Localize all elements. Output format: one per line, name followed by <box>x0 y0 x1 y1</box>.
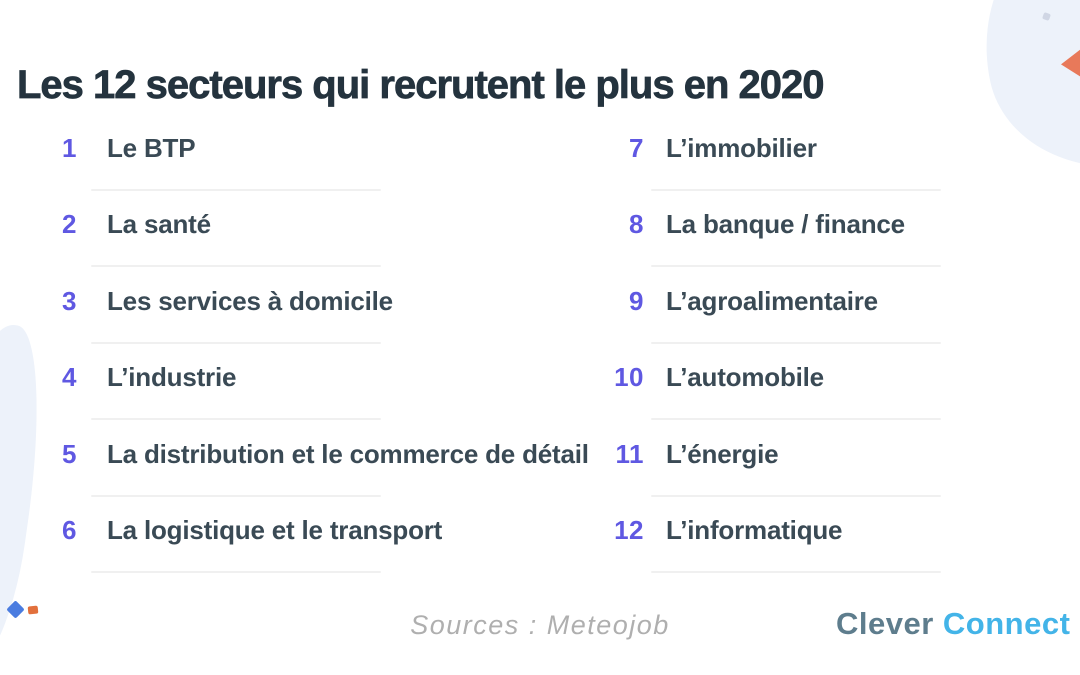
divider <box>651 571 941 573</box>
sector-label: L’immobilier <box>666 132 817 163</box>
sector-label: La banque / finance <box>666 209 905 239</box>
divider <box>91 188 381 191</box>
sector-item: 1 Le BTP <box>40 126 520 203</box>
divider <box>651 494 941 497</box>
sector-list-right: 7 L’immobilier 8 La banque / finance 9 L’agro… <box>600 126 1060 585</box>
page-title: Les 12 secteurs qui recrutent le plus en… <box>17 62 825 107</box>
sector-item: 10 L’automobile <box>600 356 1060 433</box>
sector-rank: 11 <box>615 438 644 469</box>
sector-rank: 8 <box>629 209 644 239</box>
sector-rank: 12 <box>614 515 644 545</box>
sector-item: 9 L’agroalimentaire <box>600 279 1060 356</box>
sector-rank: 10 <box>614 362 644 392</box>
sector-label: L’industrie <box>107 362 237 392</box>
logo-text-clever: Clever <box>836 606 934 641</box>
sector-label: La distribution et le commerce de détail <box>107 438 589 469</box>
sector-label: L’automobile <box>666 362 824 392</box>
logo-text-connect: Connect <box>942 606 1071 641</box>
sector-label: L’agroalimentaire <box>666 285 878 316</box>
divider <box>91 418 381 420</box>
sector-rank: 6 <box>62 515 77 545</box>
divider <box>651 265 941 267</box>
sector-rank: 2 <box>62 209 77 239</box>
divider <box>651 341 941 344</box>
sector-rank: 7 <box>629 132 644 163</box>
divider <box>651 188 941 191</box>
clever-connect-logo: Clever Connect <box>836 606 1070 642</box>
sector-rank: 9 <box>629 285 644 316</box>
sector-item: 4 L’industrie <box>40 356 520 433</box>
sector-rank: 3 <box>62 285 77 316</box>
sector-label: L’informatique <box>666 515 843 545</box>
divider <box>91 571 381 573</box>
sources-label: Sources : Meteojob <box>410 610 670 640</box>
sector-rank: 5 <box>62 438 77 469</box>
sector-label: La santé <box>107 209 211 239</box>
sector-item: 3 Les services à domicile <box>40 279 520 356</box>
divider <box>91 341 381 344</box>
sector-label: Le BTP <box>107 132 196 163</box>
sector-item: 7 L’immobilier <box>600 126 1060 203</box>
sector-label: Les services à domicile <box>107 285 393 316</box>
sector-label: La logistique et le transport <box>107 515 443 545</box>
sector-item: 12 L’informatique <box>600 509 1060 586</box>
sector-item: 2 La santé <box>40 203 520 280</box>
divider <box>91 265 381 267</box>
sector-label: L’énergie <box>666 438 779 469</box>
divider <box>651 418 941 420</box>
sector-item: 6 La logistique et le transport <box>40 509 520 586</box>
sector-item: 5 La distribution et le commerce de détai… <box>40 432 589 509</box>
sector-list-left: 1 Le BTP 2 La santé 3 Les services à domicile… <box>40 126 589 586</box>
sector-item: 11 L’énergie <box>600 432 1060 509</box>
divider <box>91 494 381 497</box>
sector-rank: 4 <box>62 362 77 392</box>
sector-item: 8 La banque / finance <box>600 203 1060 280</box>
sector-rank: 1 <box>62 132 77 163</box>
